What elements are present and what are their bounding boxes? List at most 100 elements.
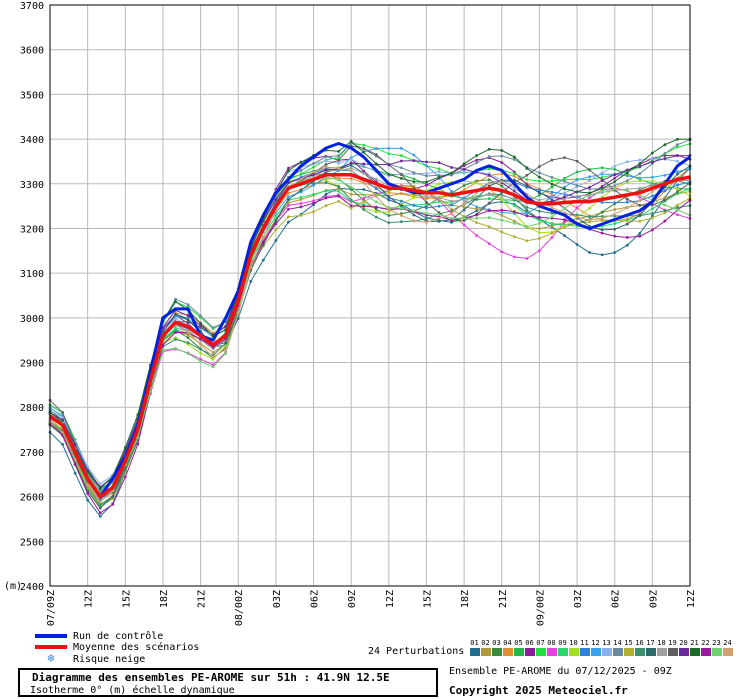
- legend-control: Run de contrôle: [35, 631, 163, 642]
- perturbation-point: [437, 170, 441, 174]
- perturbation-point: [425, 197, 428, 201]
- perturbation-point: [86, 498, 90, 502]
- perturbation-point: [512, 197, 516, 201]
- perturbation-point: [462, 170, 466, 174]
- perturbation-key-22: 22: [700, 639, 711, 656]
- perturbation-point: [538, 175, 541, 179]
- perturbation-point: [174, 337, 177, 341]
- perturbation-key-swatch: [579, 648, 590, 656]
- perturbation-key-swatch: [469, 648, 480, 656]
- perturbation-point: [563, 218, 566, 222]
- perturbation-point: [299, 172, 303, 176]
- perturbation-point: [487, 174, 491, 177]
- perturbation-point: [538, 237, 541, 240]
- perturbation-point: [625, 168, 629, 172]
- perturbation-point: [638, 179, 642, 183]
- perturbation-point: [387, 221, 391, 225]
- perturbation-point: [412, 153, 416, 157]
- perturbation-point: [374, 210, 378, 214]
- perturbation-point: [374, 215, 378, 219]
- perturbation-point: [412, 195, 416, 199]
- perturbation-point: [136, 442, 140, 446]
- perturbation-point: [274, 228, 278, 232]
- perturbation-point: [588, 191, 592, 195]
- perturbation-key-swatch: [612, 648, 623, 656]
- perturbation-key-number: 14: [613, 639, 622, 647]
- perturbation-point: [337, 161, 341, 165]
- perturbation-point: [61, 415, 64, 419]
- perturbation-point: [337, 154, 341, 157]
- perturbation-point: [613, 184, 617, 188]
- perturbation-point: [425, 217, 428, 221]
- control-run-line: [49, 142, 691, 499]
- perturbation-point: [324, 163, 328, 166]
- perturbation-key-21: 21: [689, 639, 700, 656]
- perturbation-point: [349, 204, 353, 208]
- perturbation-point: [525, 214, 529, 218]
- perturbation-point: [462, 208, 466, 212]
- perturbation-point: [487, 155, 491, 158]
- perturbation-point: [86, 465, 90, 469]
- perturbation-point: [324, 159, 328, 163]
- perturbation-point: [349, 193, 353, 196]
- perturbation-point: [538, 222, 541, 225]
- perturbation-point: [324, 181, 328, 184]
- perturbation-point: [588, 179, 592, 183]
- perturbation-point: [186, 341, 190, 344]
- perturbation-point: [287, 201, 290, 205]
- perturbation-point: [425, 212, 428, 215]
- perturbation-key-19: 19: [667, 639, 678, 656]
- perturbation-point: [575, 206, 579, 210]
- perturbation-point: [550, 185, 554, 189]
- perturbation-point: [613, 222, 617, 225]
- perturbation-point: [625, 222, 629, 226]
- perturbation-09-line: [49, 188, 691, 508]
- perturbation-point: [563, 206, 566, 210]
- perturbation-point: [613, 173, 617, 177]
- perturbation-key-swatch: [700, 648, 711, 656]
- perturbation-key-16: 16: [634, 639, 645, 656]
- perturbation-point: [676, 145, 679, 149]
- perturbation-point: [450, 199, 453, 203]
- perturbation-point: [399, 206, 403, 210]
- perturbation-point: [324, 165, 328, 169]
- perturbation-point: [475, 221, 479, 224]
- perturbation-point: [625, 179, 629, 182]
- perturbation-point: [437, 219, 441, 223]
- perturbation-point: [600, 219, 604, 222]
- legend-control-label: Run de contrôle: [73, 631, 164, 642]
- perturbation-point: [600, 166, 604, 170]
- perturbation-point: [650, 228, 654, 232]
- perturbation-point: [450, 173, 453, 177]
- perturbation-point: [73, 471, 77, 475]
- perturbation-point: [211, 351, 215, 354]
- perturbation-point: [174, 300, 177, 303]
- perturbation-key-number: 16: [635, 639, 644, 647]
- perturbation-point: [638, 176, 642, 180]
- perturbation-point: [475, 234, 479, 237]
- perturbation-point: [324, 155, 328, 159]
- perturbation-point: [525, 166, 529, 170]
- perturbation-point: [312, 201, 315, 205]
- perturbation-point: [600, 184, 604, 188]
- perturbation-point: [186, 320, 190, 324]
- perturbation-point: [199, 351, 202, 355]
- perturbation-03-line: [49, 173, 691, 498]
- perturbation-point: [374, 195, 378, 198]
- perturbation-key-number: 02: [481, 639, 490, 647]
- perturbation-point: [249, 265, 253, 269]
- perturbation-point: [450, 209, 453, 213]
- perturbation-point: [512, 178, 516, 182]
- perturbation-point: [676, 154, 679, 158]
- perturbation-point: [362, 204, 366, 208]
- perturbation-key-number: 05: [514, 639, 523, 647]
- perturbation-point: [563, 234, 566, 238]
- x-tick-label: 06Z: [310, 590, 321, 608]
- perturbation-key-swatch: [678, 648, 689, 656]
- perturbation-point: [399, 199, 403, 203]
- perturbation-point: [362, 164, 366, 168]
- perturbation-point: [638, 234, 642, 238]
- perturbation-point: [349, 163, 353, 167]
- perturbation-point: [136, 413, 140, 417]
- perturbation-point: [362, 200, 366, 203]
